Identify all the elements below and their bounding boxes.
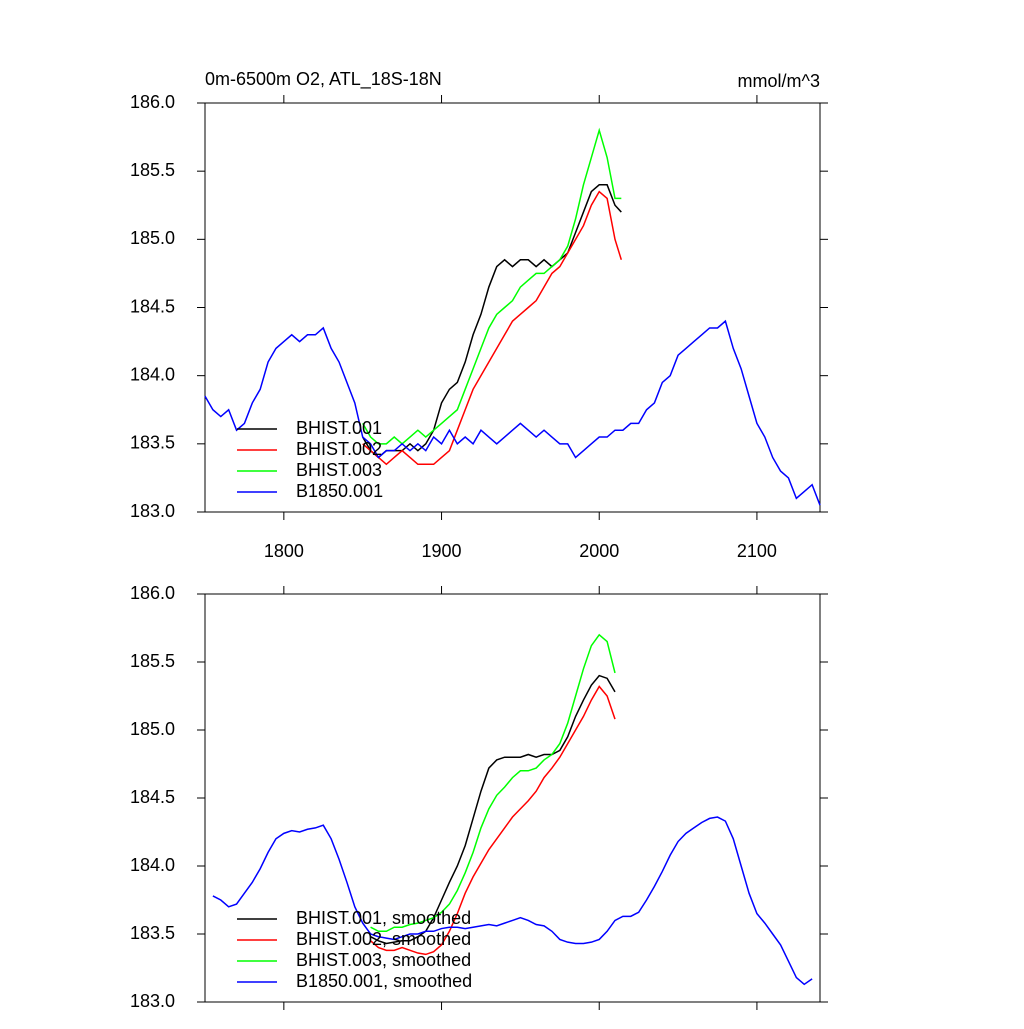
y-tick-label: 184.5 [130, 787, 175, 807]
legend-label: B1850.001 [296, 481, 383, 501]
legend-label: BHIST.001 [296, 418, 382, 438]
legend-label: BHIST.001, smoothed [296, 908, 471, 928]
series-line [362, 127, 622, 445]
x-tick-label: 2000 [579, 541, 619, 561]
legend-label: BHIST.003 [296, 460, 382, 480]
y-tick-label: 184.0 [130, 364, 175, 384]
legend-label: B1850.001, smoothed [296, 971, 472, 991]
y-tick-label: 185.5 [130, 651, 175, 671]
legend-label: BHIST.002 [296, 439, 382, 459]
legend-label: BHIST.002, smoothed [296, 929, 471, 949]
y-tick-label: 186.0 [130, 583, 175, 603]
series-line [204, 319, 821, 506]
series-line [370, 633, 616, 933]
y-tick-label: 185.0 [130, 719, 175, 739]
y-tick-label: 183.0 [130, 501, 175, 521]
y-tick-label: 186.0 [130, 92, 175, 112]
chart-title: 0m-6500m O2, ATL_18S-18N [205, 69, 442, 90]
y-tick-label: 185.0 [130, 228, 175, 248]
series-line [212, 816, 813, 986]
y-tick-label: 183.0 [130, 991, 175, 1011]
x-tick-label: 1900 [422, 541, 462, 561]
x-tick-label: 2100 [737, 541, 777, 561]
x-tick-label: 1800 [264, 541, 304, 561]
series-line [362, 190, 623, 466]
legend-label: BHIST.003, smoothed [296, 950, 471, 970]
y-tick-label: 183.5 [130, 923, 175, 943]
y-tick-label: 184.0 [130, 855, 175, 875]
y-tick-label: 184.5 [130, 296, 175, 316]
series-line [370, 685, 616, 956]
y-tick-label: 185.5 [130, 160, 175, 180]
units-label: mmol/m^3 [738, 71, 820, 91]
y-tick-label: 183.5 [130, 433, 175, 453]
series-line [370, 674, 616, 945]
